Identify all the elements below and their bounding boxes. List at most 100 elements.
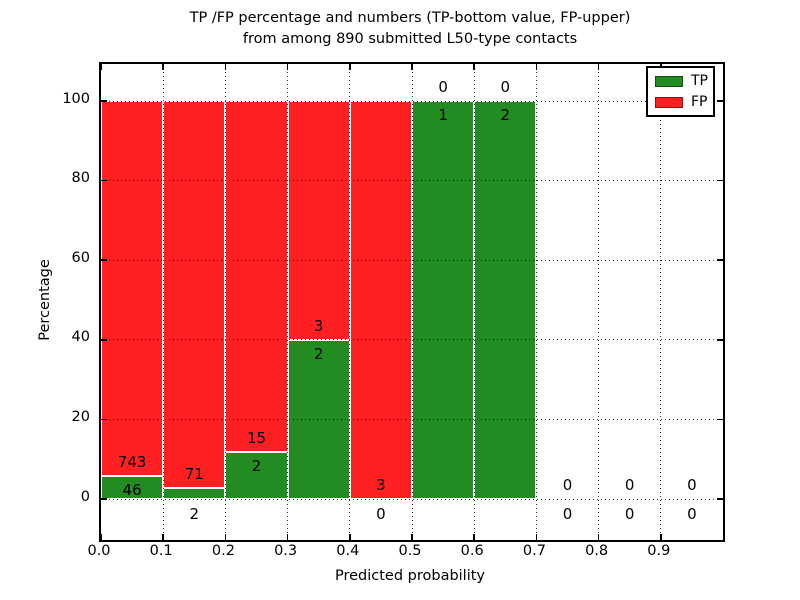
tp-bar-segment (101, 475, 164, 499)
tp-count-label: 0 (376, 504, 386, 523)
vertical-gridline (411, 64, 413, 540)
x-tick-label: 0.9 (647, 543, 671, 559)
y-tick-mark (717, 498, 723, 500)
tp-count-label: 46 (122, 480, 142, 499)
plot-area: 743 46 71 2 15 2 3 2 3 0 0 1 0 2 0 0 0 0 0 0 (99, 62, 725, 542)
fp-count-label: 3 (376, 476, 386, 494)
x-tick-mark (349, 534, 351, 540)
tp-count-label: 2 (189, 504, 200, 523)
tp-count-label: 0 (624, 504, 635, 523)
x-tick-mark (597, 64, 600, 70)
y-tick-mark (717, 179, 723, 182)
fp-count-label: 743 (117, 452, 147, 471)
fp-count-label: 0 (624, 476, 635, 494)
tp-count-label: 2 (500, 106, 511, 124)
y-tick-mark (717, 418, 723, 421)
fp-legend-swatch (655, 96, 683, 108)
x-tick-mark (286, 534, 289, 540)
horizontal-gridline (101, 100, 723, 102)
fp-bar-segment (287, 101, 350, 340)
fp-count-label: 3 (313, 316, 324, 335)
fp-count-label: 0 (562, 476, 573, 494)
x-tick-label: 0.6 (460, 543, 484, 559)
vertical-gridline (287, 64, 289, 540)
x-tick-label: 0.3 (274, 543, 298, 559)
horizontal-gridline (101, 339, 723, 341)
x-tick-mark (411, 64, 413, 70)
x-tick-mark (473, 64, 475, 70)
x-tick-mark (411, 534, 413, 540)
fp-count-label: 0 (438, 78, 448, 96)
x-tick-mark (535, 534, 538, 540)
tp-bar-segment (163, 488, 226, 499)
vertical-gridline (473, 64, 475, 540)
horizontal-gridline (101, 418, 723, 420)
y-tick-mark (101, 259, 107, 261)
vertical-gridline (598, 64, 600, 540)
tp-count-label: 2 (313, 344, 324, 363)
x-tick-mark (100, 534, 102, 540)
x-tick-mark (162, 534, 164, 540)
fp-bar-segment (163, 101, 226, 489)
tp-count-label: 0 (687, 504, 697, 523)
y-tick-label: 40 (71, 329, 90, 346)
x-tick-mark (660, 534, 662, 540)
x-tick-mark (349, 64, 351, 70)
y-tick-label: 80 (71, 170, 90, 187)
legend-entry: TP (655, 73, 708, 89)
x-tick-label: 0.4 (336, 543, 360, 559)
fp-count-label: 0 (687, 476, 697, 494)
fp-count-label: 71 (184, 465, 204, 484)
y-tick-mark (717, 259, 723, 261)
horizontal-gridline (101, 259, 723, 261)
y-tick-mark (717, 339, 723, 341)
x-tick-mark (473, 534, 475, 540)
x-axis-label: Predicted probability (334, 568, 486, 584)
chart-title: TP /FP percentage and numbers (TP-bottom… (189, 10, 631, 47)
legend-entry-label: TP (691, 73, 708, 89)
legend-entry: FP (655, 94, 708, 110)
x-tick-mark (224, 534, 227, 540)
y-tick-mark (101, 179, 107, 182)
fp-count-label: 15 (246, 429, 267, 448)
y-tick-label: 100 (62, 90, 90, 107)
fp-count-label: 0 (500, 78, 511, 96)
fp-bar-segment (101, 101, 164, 476)
tp-legend-swatch (655, 75, 683, 87)
x-tick-mark (286, 64, 289, 70)
tp-bar-segment (412, 101, 475, 499)
y-tick-label: 60 (71, 249, 90, 266)
x-tick-label: 0.8 (585, 543, 609, 559)
x-tick-label: 0.7 (522, 543, 546, 559)
tp-bar-segment (474, 101, 537, 499)
legend-entry-label: FP (691, 94, 708, 110)
x-tick-label: 0.2 (211, 543, 235, 559)
tp-count-label: 1 (438, 106, 448, 124)
horizontal-gridline (101, 498, 723, 500)
vertical-gridline (660, 64, 662, 540)
y-tick-mark (101, 100, 107, 102)
vertical-gridline (224, 64, 226, 540)
x-tick-mark (597, 534, 600, 540)
x-tick-mark (100, 64, 102, 70)
x-tick-label: 0.1 (149, 543, 173, 559)
y-tick-label: 20 (71, 408, 90, 425)
vertical-gridline (535, 64, 537, 540)
fp-bar-segment (225, 101, 288, 453)
vertical-gridline (349, 64, 351, 540)
x-tick-label: 0.5 (398, 543, 422, 559)
legend: TP FP (646, 66, 715, 117)
x-tick-mark (224, 64, 227, 70)
horizontal-gridline (101, 180, 723, 182)
x-tick-mark (535, 64, 538, 70)
vertical-gridline (162, 64, 164, 540)
x-tick-label: 0.0 (87, 543, 111, 559)
tp-count-label: 0 (562, 504, 573, 523)
tp-count-label: 2 (251, 457, 262, 476)
tp-bar-segment (225, 452, 288, 499)
x-tick-mark (162, 64, 164, 70)
y-tick-mark (101, 418, 107, 421)
y-tick-mark (717, 100, 723, 102)
fp-bar-segment (349, 101, 412, 499)
